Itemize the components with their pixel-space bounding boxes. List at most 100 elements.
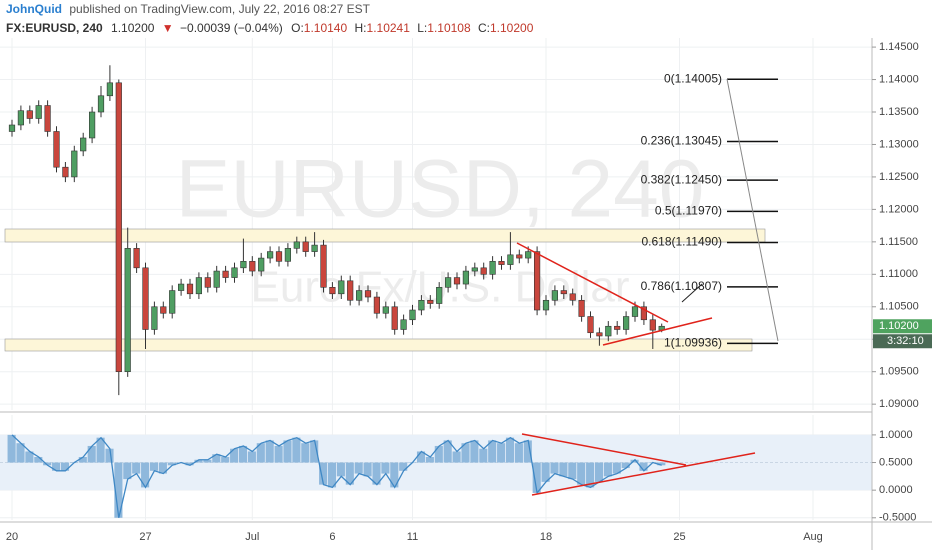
indicator-bar [514,443,523,463]
indicator-bar [256,443,265,463]
candle-body [516,254,523,259]
indicator-bar [497,443,506,463]
indicator-bar [381,462,390,474]
indicator-bar [416,451,426,463]
candle-body [160,306,167,314]
candle-body [489,261,496,275]
y-tick-label: 1.13500 [879,106,919,118]
candle-body [436,286,443,304]
candle-body [480,267,487,275]
indicator-bar [123,462,132,480]
indicator-bar [238,445,248,463]
candle-body [596,332,603,337]
candle-body [53,131,60,168]
candle-body [525,251,532,259]
candle-body [284,248,292,262]
candle-body [329,286,336,295]
indicator-bar [603,462,612,477]
indicator-bar [639,462,648,471]
x-tick-label: 20 [6,531,18,543]
countdown-tag [873,334,932,349]
indicator-bar [292,437,301,463]
trendline [521,433,687,466]
candle-body [498,261,505,265]
indicator-bar [586,462,595,488]
indicator-bar [354,462,363,474]
candle-body [302,241,309,252]
indicator-bar [425,457,434,463]
indicator-bar [479,448,488,463]
indicator-bar [523,440,532,463]
indicator-bar [390,462,399,488]
x-tick-label: 25 [673,531,685,543]
candle-body [355,290,363,301]
indicator-bar [568,462,577,480]
fib-trend [726,78,779,342]
candle-body [258,257,265,272]
indicator-bar [461,443,470,463]
x-tick-label: 6 [329,531,335,543]
y-tick-label: 1.0000 [879,429,913,441]
indicator-bar [301,443,310,463]
candle-body [453,277,461,285]
indicator-bar [488,440,497,463]
y-tick-label: 1.09500 [879,366,919,378]
symbol: FX:EURUSD, 240 [6,21,103,35]
indicator-bar [167,462,176,466]
candle-body [614,325,621,330]
candle-body [275,251,283,262]
indicator-bar [230,448,239,463]
candle-body [382,306,389,314]
indicator-bar [470,440,479,463]
indicator-bar [34,457,43,463]
fib-label: 0.786(1.10807) [641,279,722,293]
candle-body [71,150,78,178]
candle-body [649,319,656,331]
indicator-bar [105,448,114,463]
y-tick-label: 0.0000 [879,484,913,496]
candle-body [462,270,470,285]
candle-body [115,82,122,372]
projection [681,283,703,303]
fib-label: 0.5(1.11970) [655,204,722,218]
candle-body [240,261,247,269]
x-tick-label: Aug [803,531,823,543]
candle-body [26,110,33,119]
fib-label: 0(1.14005) [664,71,722,85]
indicator-bar [16,443,25,463]
y-tick-label: 1.12000 [879,203,919,215]
indicator-bar [443,440,452,463]
change: −0.00039 (−0.04%) [180,21,283,35]
candle-body [142,267,149,330]
y-tick-label: 1.12500 [879,171,919,183]
indicator-bar [7,434,16,463]
indicator-bar [185,462,194,466]
author[interactable]: JohnQuid [6,2,62,16]
candle-body [640,306,647,321]
y-tick-label: 1.14000 [879,73,919,85]
price: 1.10200 [111,21,155,35]
candle-body [186,283,194,295]
trendline [516,242,669,323]
ohlc-value: 1.10241 [367,21,411,35]
candle-body [364,290,372,298]
candle-body [17,110,25,126]
indicator-bar [621,462,630,469]
y-tick-label: 1.11500 [879,236,918,248]
indicator-bar [60,462,70,471]
candle-body [560,290,567,295]
indicator-bar [158,462,167,474]
series: 0(1.14005) 0.236(1.13045) 0.382(1.12450) 0.… [0,65,872,518]
indicator-bar [657,462,666,466]
candle-body [471,267,478,272]
watermark: EURUSD, 240 [176,144,705,235]
publish-line: JohnQuid published on TradingView.com, J… [6,2,371,16]
ohlc-value: 1.10140 [304,21,348,35]
indicator-bar [577,462,586,485]
indicator-bar [114,462,123,518]
indicator-bar [247,451,256,463]
indicator-bar [96,437,105,463]
indicator-bar [265,440,274,463]
candle-body [427,299,434,304]
